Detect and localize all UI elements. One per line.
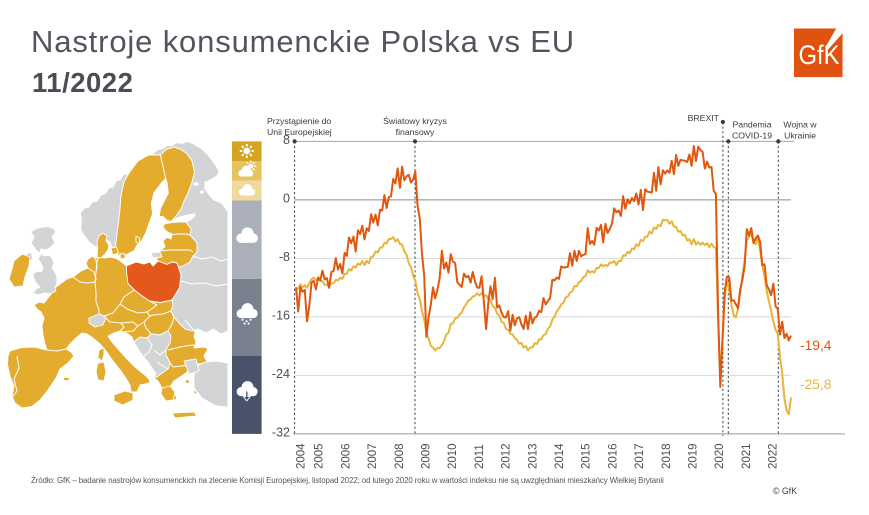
svg-text:2015: 2015	[581, 443, 593, 469]
svg-text:2008: 2008	[394, 443, 406, 469]
svg-text:BREXIT: BREXIT	[688, 113, 720, 123]
svg-text:2006: 2006	[340, 443, 352, 469]
svg-text:2012: 2012	[501, 443, 513, 469]
svg-text:2019: 2019	[688, 443, 700, 469]
svg-text:2014: 2014	[554, 443, 566, 469]
svg-text:2005: 2005	[314, 443, 326, 469]
svg-text:2018: 2018	[661, 443, 673, 469]
svg-text:GfK: GfK	[799, 40, 840, 70]
svg-text:2007: 2007	[367, 443, 379, 469]
svg-text:2010: 2010	[447, 443, 459, 469]
svg-text:2004: 2004	[296, 443, 308, 469]
svg-text:0: 0	[283, 192, 290, 206]
svg-text:-24: -24	[272, 367, 290, 381]
svg-text:Światowy kryzys: Światowy kryzys	[383, 115, 447, 126]
svg-text:Przystąpienie do: Przystąpienie do	[267, 116, 331, 126]
svg-text:Wojna w: Wojna w	[783, 120, 817, 130]
svg-text:-19,4: -19,4	[800, 338, 832, 353]
svg-text:2021: 2021	[741, 443, 753, 469]
svg-text:2016: 2016	[607, 443, 619, 469]
svg-text:Pandemia: Pandemia	[732, 120, 771, 130]
svg-text:-8: -8	[279, 250, 290, 264]
svg-text:-32: -32	[272, 426, 290, 440]
svg-text:2013: 2013	[527, 443, 539, 469]
svg-text:Ukrainie: Ukrainie	[784, 131, 816, 141]
svg-text:2017: 2017	[634, 443, 646, 469]
svg-text:2022: 2022	[768, 443, 780, 469]
svg-text:COVID-19: COVID-19	[732, 131, 772, 141]
svg-text:2009: 2009	[421, 443, 433, 469]
svg-text:2011: 2011	[474, 444, 486, 469]
svg-text:finansowy: finansowy	[396, 127, 435, 137]
svg-text:Unii Europejskiej: Unii Europejskiej	[267, 127, 332, 137]
svg-text:-16: -16	[272, 309, 290, 323]
svg-text:2020: 2020	[714, 443, 726, 469]
svg-text:-25,8: -25,8	[800, 377, 832, 392]
svg-text:8: 8	[283, 133, 290, 147]
